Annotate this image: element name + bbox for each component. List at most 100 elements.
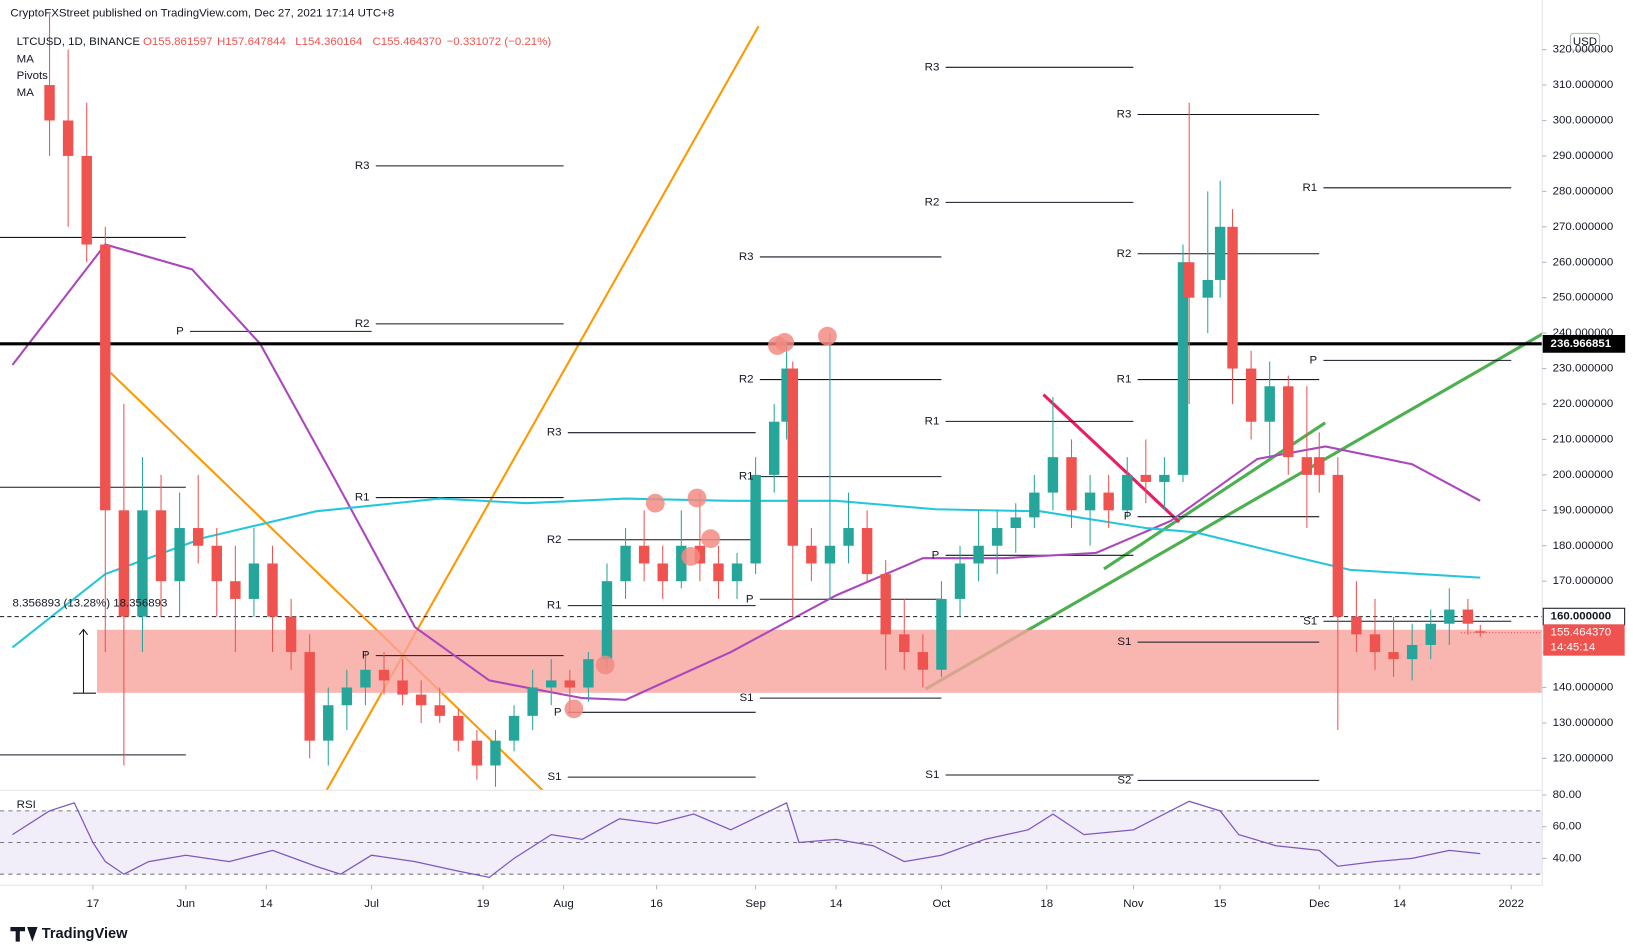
rsi-pane (0, 800, 1543, 879)
candle-body (1462, 609, 1474, 624)
y-tick-label: 250.000000 (1553, 292, 1614, 304)
x-tick-label: 18 (1040, 898, 1053, 910)
candle-body (1047, 457, 1059, 493)
candle-body (1264, 386, 1275, 422)
y-tick-label: 270.000000 (1553, 221, 1614, 233)
pivot-label: S1 (1303, 615, 1317, 627)
y-tick-label: 140.000000 (1553, 682, 1614, 694)
y-tick-label: 60.00 (1553, 821, 1582, 833)
y-tick-label: 220.000000 (1553, 398, 1614, 410)
candle-body (1066, 457, 1077, 511)
candle-body (341, 687, 353, 706)
candle-body (1369, 634, 1381, 653)
candle-body (731, 563, 743, 582)
publisher: CryptoFXStreet published on TradingView.… (10, 8, 394, 20)
y-tick-label: 320.000000 (1553, 44, 1614, 56)
y-tick-label: 260.000000 (1553, 256, 1614, 268)
pivot-label: S1 (740, 692, 754, 704)
candle-body (1084, 492, 1096, 511)
candle-body (861, 528, 873, 575)
candle-body (1029, 492, 1040, 518)
pivot-label: R3 (739, 251, 754, 263)
candle-body (118, 510, 130, 617)
x-tick-label: 14 (1393, 898, 1406, 910)
y-tick-label: 310.000000 (1553, 79, 1614, 91)
y-tick-label: 210.000000 (1553, 433, 1614, 445)
candle-body (323, 705, 334, 741)
candle-body (806, 545, 817, 564)
candle-body (601, 581, 613, 660)
x-tick-label: Oct (933, 898, 952, 910)
measure-arrow (78, 628, 89, 636)
pivot-label: R1 (1117, 374, 1132, 386)
x-tick-label: Jul (364, 898, 379, 910)
pivot-label: P (746, 593, 754, 605)
candle-body (81, 155, 92, 245)
legend-item: MA (17, 87, 35, 99)
y-tick-label: 190.000000 (1553, 504, 1614, 516)
price-pane (0, 14, 1543, 791)
x-tick-label: Dec (1309, 898, 1330, 910)
highlight (701, 529, 720, 549)
highlight (595, 655, 615, 675)
pivot-label: P (1124, 511, 1132, 523)
rsi-label: RSI (17, 799, 36, 811)
candle-body (1177, 262, 1189, 475)
candle-body (1388, 652, 1399, 660)
candle-body (750, 474, 761, 564)
candle-body (564, 680, 576, 688)
countdown: 14:45:14 (1551, 641, 1596, 653)
pivot-label: S2 (1117, 774, 1131, 786)
resistance-tag: 236.966851 (1551, 338, 1612, 350)
candle-body (1214, 226, 1226, 280)
candle-body (1351, 616, 1362, 635)
candle-body (453, 715, 464, 741)
candle-body (1227, 226, 1238, 369)
resistance-tag-box (1542, 334, 1626, 353)
candle-body (434, 705, 445, 716)
candle-body (397, 680, 408, 695)
x-tick-label: 17 (87, 898, 100, 910)
x-tick-label: 16 (650, 898, 663, 910)
rsi-line (12, 800, 1481, 879)
y-tick-label: 290.000000 (1553, 150, 1614, 162)
moving-average (11, 497, 1481, 649)
candle-body (285, 616, 297, 653)
x-tick-label: 15 (1214, 898, 1227, 910)
pivot-label: R3 (1117, 108, 1132, 120)
y-tick-label: 300.000000 (1553, 115, 1614, 127)
measure-label: 8.356893 (13.28%) 18.356893 (13, 597, 168, 609)
candle-body (546, 680, 557, 688)
pivot-label: P (932, 549, 940, 561)
candle-body (230, 581, 241, 599)
symbol: LTCUSD, 1D, BINANCE (17, 36, 141, 48)
pivot-label: S1 (548, 771, 562, 783)
y-tick-label: 40.00 (1553, 852, 1582, 864)
trend-line (1042, 393, 1181, 524)
candle-body (155, 510, 167, 582)
pivot-label: R1 (355, 492, 370, 504)
candle-body (211, 545, 222, 582)
candle-body (471, 740, 483, 766)
candle-body (44, 85, 55, 121)
legend-item: Pivots (17, 70, 48, 82)
candle-body (954, 563, 966, 599)
support-tag: 160.000000 (1551, 611, 1612, 623)
candle-body (137, 510, 148, 617)
pivot-label: S1 (925, 769, 939, 781)
candle-body (248, 563, 260, 599)
unit-box (1569, 32, 1601, 51)
candle-body (174, 528, 185, 582)
candle-body (192, 528, 204, 546)
highlight (818, 326, 837, 346)
candle-body (620, 545, 631, 582)
trend-line (109, 371, 544, 791)
x-tick-label: Sep (745, 898, 765, 910)
candle-body (1444, 609, 1455, 624)
pivot-label: R2 (739, 374, 754, 386)
ohlc: H157.647844 (217, 36, 286, 48)
candle-body (713, 563, 724, 582)
